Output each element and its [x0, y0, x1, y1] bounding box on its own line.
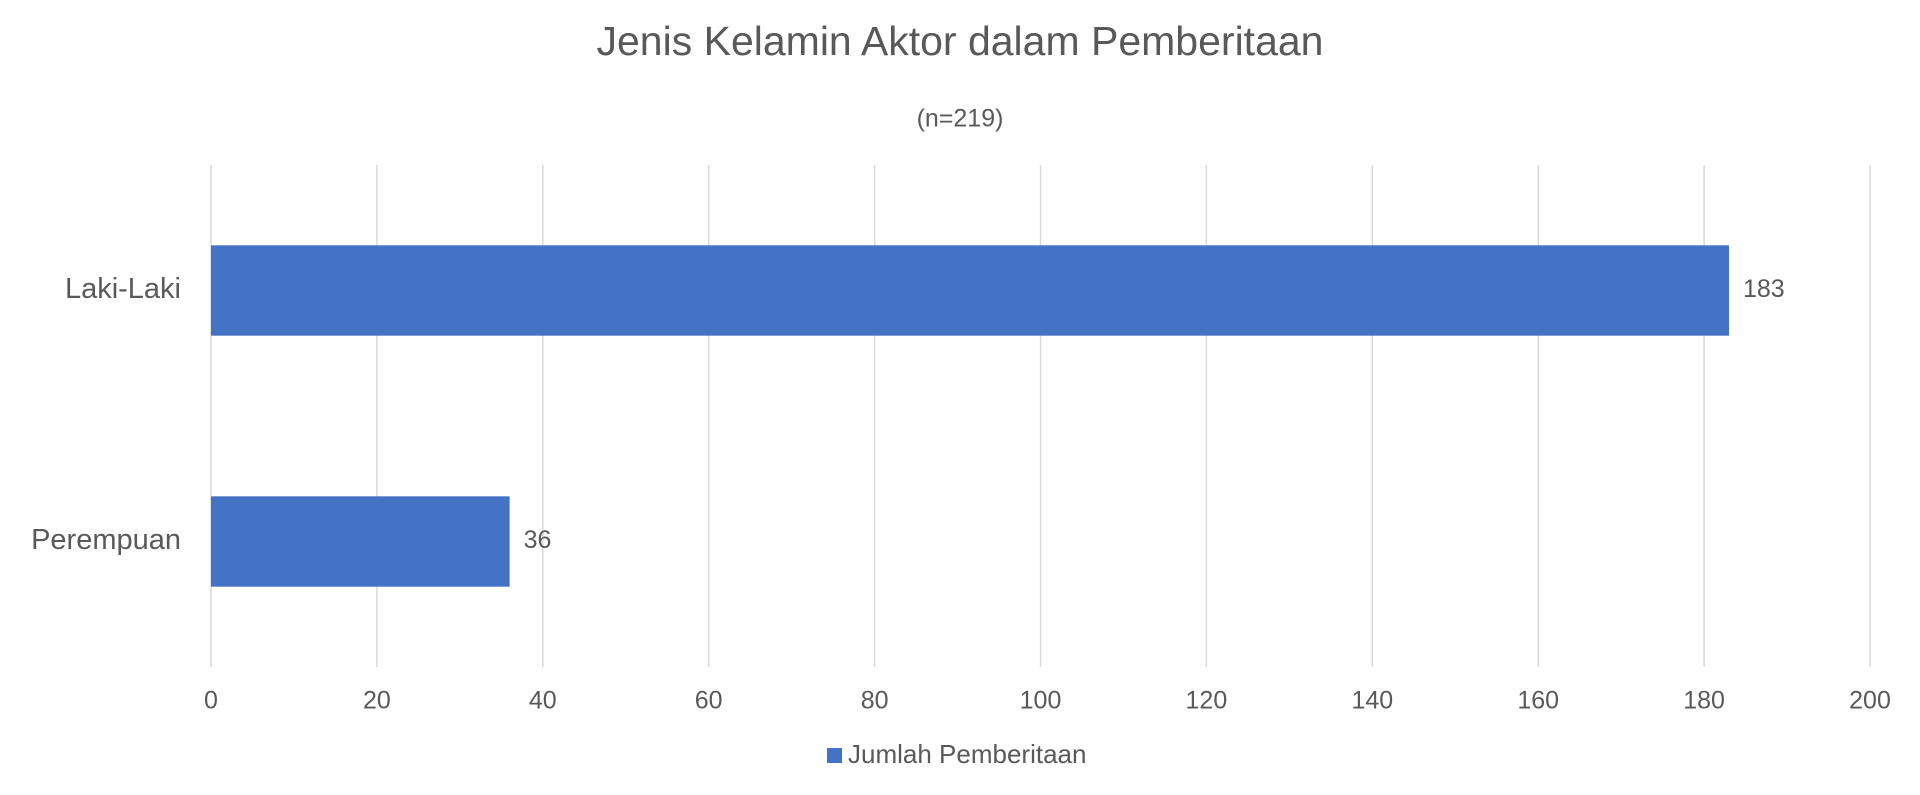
- x-tick-label: 120: [1186, 687, 1228, 715]
- x-tick-label: 20: [363, 687, 391, 715]
- legend-swatch: [827, 748, 842, 763]
- bar: [211, 245, 1729, 336]
- x-tick-label: 100: [1020, 687, 1062, 715]
- x-tick-label: 200: [1849, 687, 1891, 715]
- y-tick-label: Perempuan: [31, 524, 181, 556]
- bar: [211, 496, 510, 587]
- legend-label: Jumlah Pemberitaan: [848, 739, 1086, 769]
- y-tick-label: Laki-Laki: [65, 273, 181, 305]
- data-label: 36: [524, 526, 552, 554]
- x-tick-label: 80: [861, 687, 889, 715]
- x-tick-label: 140: [1351, 687, 1393, 715]
- x-tick-label: 180: [1683, 687, 1725, 715]
- data-label: 183: [1743, 275, 1785, 303]
- x-tick-label: 60: [695, 687, 723, 715]
- x-tick-label: 160: [1517, 687, 1559, 715]
- chart-title: Jenis Kelamin Aktor dalam Pemberitaan: [597, 18, 1324, 64]
- x-tick-label: 0: [204, 687, 218, 715]
- chart-subtitle: (n=219): [917, 105, 1004, 133]
- x-tick-label: 40: [529, 687, 557, 715]
